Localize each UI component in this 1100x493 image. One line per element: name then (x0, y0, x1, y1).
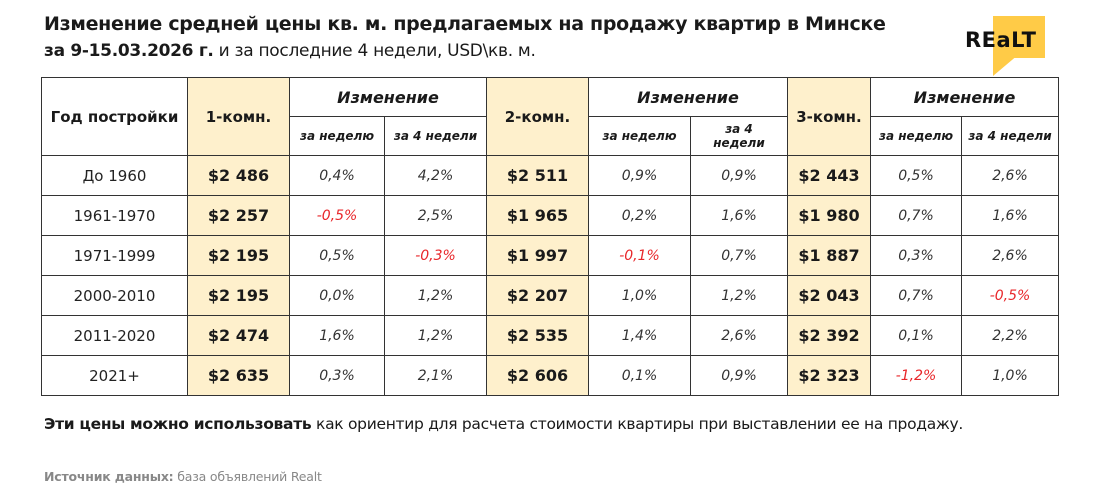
header-3room: 3-комн. (787, 77, 871, 156)
year-cell: До 1960 (41, 155, 188, 196)
price-cell: $2 043 (787, 275, 871, 316)
change-cell: 2,6% (690, 315, 788, 356)
change-cell: 1,6% (289, 315, 385, 356)
price-cell: $2 207 (486, 275, 589, 316)
year-cell: 1961-1970 (41, 195, 188, 236)
page-title: Изменение средней цены кв. м. предлагаем… (44, 13, 886, 35)
table-row: 2011-2020 $2 474 1,6% 1,2% $2 535 1,4% 2,6% $2 … (41, 315, 1059, 356)
change-cell: 0,2% (588, 195, 691, 236)
price-cell: $2 323 (787, 355, 871, 396)
price-cell: $2 535 (486, 315, 589, 356)
price-cell: $2 606 (486, 355, 589, 396)
change-cell: 0,4% (289, 155, 385, 196)
table-row: До 1960 $2 486 0,4% 4,2% $2 511 0,9% 0,9% $2 44… (41, 155, 1059, 196)
header-4weeks-2: за 4 недели (690, 116, 788, 156)
data-source: Источник данных: база объявлений Realt (44, 469, 322, 484)
year-cell: 2000-2010 (41, 275, 188, 316)
header-week-3: за неделю (870, 116, 962, 156)
change-cell: 1,6% (961, 195, 1059, 236)
change-cell: -0,5% (289, 195, 385, 236)
change-cell: 0,3% (870, 235, 962, 276)
change-cell: 1,0% (961, 355, 1059, 396)
price-cell: $2 392 (787, 315, 871, 356)
change-cell: 0,1% (588, 355, 691, 396)
header-week-1: за неделю (289, 116, 385, 156)
change-cell: 2,6% (961, 155, 1059, 196)
price-cell: $2 511 (486, 155, 589, 196)
page-subtitle: за 9-15.03.2026 г. и за последние 4 неде… (44, 41, 536, 61)
change-cell: 0,5% (289, 235, 385, 276)
header-2room: 2-комн. (486, 77, 589, 156)
price-cell: $2 443 (787, 155, 871, 196)
change-cell: 1,6% (690, 195, 788, 236)
change-cell: 2,2% (961, 315, 1059, 356)
change-cell: -1,2% (870, 355, 962, 396)
logo-text: REaLT (965, 28, 1037, 52)
header-1room: 1-комн. (187, 77, 290, 156)
price-cell: $1 965 (486, 195, 589, 236)
note-bold: Эти цены можно использовать (44, 415, 312, 433)
change-cell: 2,6% (961, 235, 1059, 276)
change-cell: 0,9% (588, 155, 691, 196)
subtitle-period: за 9-15.03.2026 г. (44, 41, 214, 61)
table-row: 1961-1970 $2 257 -0,5% 2,5% $1 965 0,2% 1,6% $1… (41, 195, 1059, 236)
change-cell: 1,2% (384, 315, 487, 356)
logo-bubble-tail (993, 54, 1019, 76)
price-cell: $2 474 (187, 315, 290, 356)
change-cell: 2,5% (384, 195, 487, 236)
change-cell: 0,9% (690, 155, 788, 196)
price-cell: $2 486 (187, 155, 290, 196)
change-cell: 1,2% (384, 275, 487, 316)
change-cell: 0,9% (690, 355, 788, 396)
header-year: Год постройки (41, 77, 188, 156)
change-cell: 0,1% (870, 315, 962, 356)
table-row: 2000-2010 $2 195 0,0% 1,2% $2 207 1,0% 1,2% $2 … (41, 275, 1059, 316)
header-week-2: за неделю (588, 116, 691, 156)
price-cell: $2 195 (187, 235, 290, 276)
change-cell: -0,5% (961, 275, 1059, 316)
change-cell: 0,3% (289, 355, 385, 396)
year-cell: 1971-1999 (41, 235, 188, 276)
price-cell: $2 195 (187, 275, 290, 316)
change-cell: -0,3% (384, 235, 487, 276)
price-cell: $1 997 (486, 235, 589, 276)
header-change-3: Изменение (870, 77, 1059, 117)
price-table: Год постройки 1-комн. Изменение 2-комн. … (41, 77, 1059, 396)
price-cell: $1 887 (787, 235, 871, 276)
change-cell: 0,7% (870, 275, 962, 316)
subtitle-units: и за последние 4 недели, USD\кв. м. (213, 41, 536, 61)
price-cell: $1 980 (787, 195, 871, 236)
source-value: база объявлений Realt (173, 469, 322, 484)
year-cell: 2011-2020 (41, 315, 188, 356)
realt-logo: REaLT (960, 14, 1060, 76)
header-4weeks-3: за 4 недели (961, 116, 1059, 156)
change-cell: 1,0% (588, 275, 691, 316)
table-row: 2021+ $2 635 0,3% 2,1% $2 606 0,1% 0,9% $2 323-… (41, 355, 1059, 396)
price-cell: $2 635 (187, 355, 290, 396)
change-cell: -0,1% (588, 235, 691, 276)
price-cell: $2 257 (187, 195, 290, 236)
source-label: Источник данных: (44, 469, 174, 484)
header-4weeks-1: за 4 недели (384, 116, 487, 156)
change-cell: 0,5% (870, 155, 962, 196)
usage-note: Эти цены можно использовать как ориентир… (44, 413, 1044, 435)
note-text: как ориентир для расчета стоимости кварт… (311, 415, 964, 433)
change-cell: 0,7% (690, 235, 788, 276)
change-cell: 1,2% (690, 275, 788, 316)
header-change-2: Изменение (588, 77, 788, 117)
logo-speech-bubble-icon (993, 16, 1045, 58)
year-cell: 2021+ (41, 355, 188, 396)
table-row: 1971-1999 $2 195 0,5% -0,3% $1 997 -0,1% 0,7% $… (41, 235, 1059, 276)
change-cell: 2,1% (384, 355, 487, 396)
header-change-1: Изменение (289, 77, 487, 117)
change-cell: 0,7% (870, 195, 962, 236)
change-cell: 1,4% (588, 315, 691, 356)
change-cell: 4,2% (384, 155, 487, 196)
change-cell: 0,0% (289, 275, 385, 316)
